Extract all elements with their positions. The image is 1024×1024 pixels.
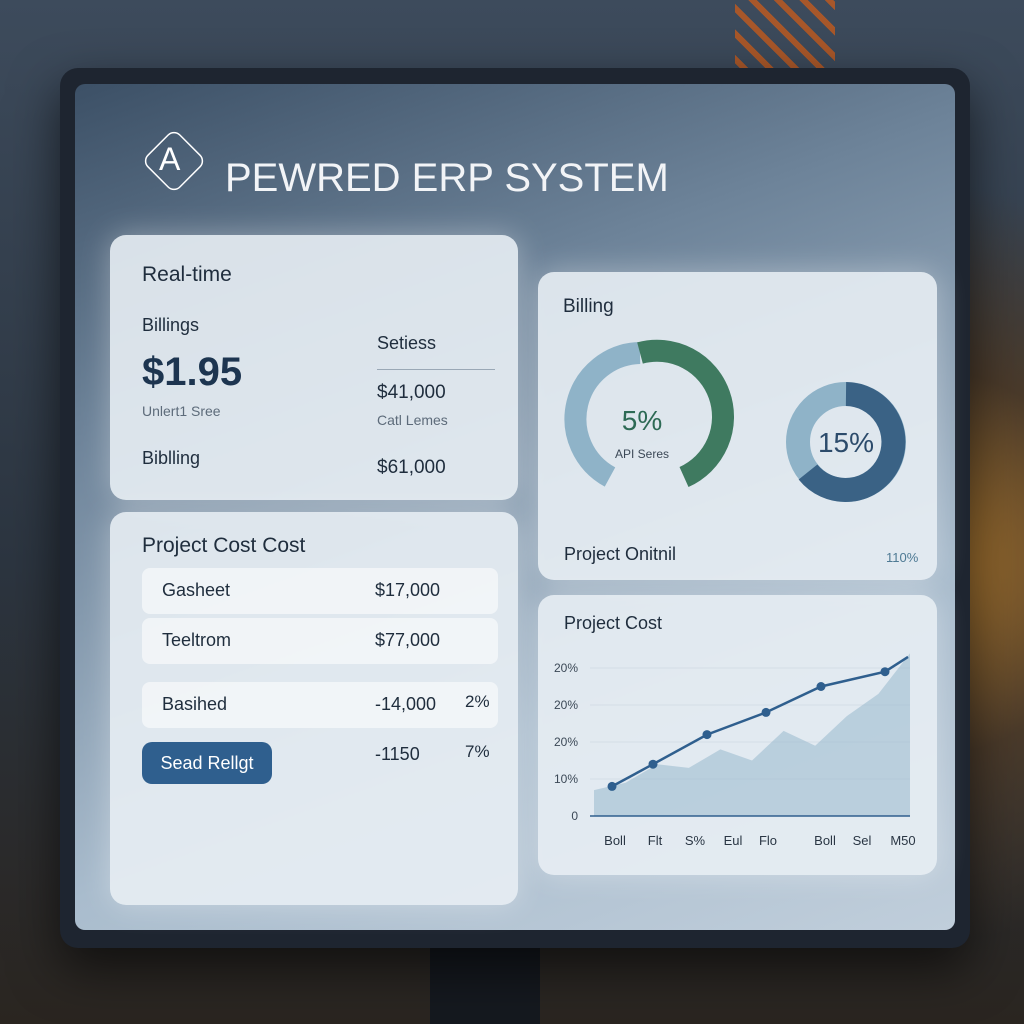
point [702,730,712,740]
button[interactable]: Sead Rellgt [142,742,272,784]
point [816,682,826,691]
row-name: Teeltrom [162,630,232,650]
row-amount: -1150 [375,744,420,764]
app-title: PEWRED ERP SYSTEM [225,156,669,200]
point [761,707,771,717]
label: Billings [142,315,200,335]
row-amount: -14,000 [375,694,437,714]
big-value: $1.95 [142,350,243,394]
point [607,781,617,791]
chart-title: Project Cost [564,613,662,633]
divider [377,369,495,370]
y-tick-label: 10% [554,772,578,786]
donut-label: 15% [818,427,874,458]
x-tick-label: Flo [759,833,777,848]
y-tick-label: 20% [554,735,578,749]
billing-panel: Billing 5% API Seres 15% Project Onitnil… [538,272,937,580]
panel-title: Real-time [142,263,232,286]
donut-fill [798,382,906,502]
row [142,618,498,664]
value: $61,000 [377,457,446,478]
area [594,653,910,816]
project-list-panel: Project Cost Cost Sead Rellgt Gasheet $17… [110,512,518,905]
stand [430,940,540,1024]
row [142,568,498,614]
note: Catl Lemes [377,412,448,428]
point [880,667,890,677]
logo-letter: A [159,141,181,177]
x-tick-label: Sel [853,833,872,848]
x-tick-label: M50 [890,833,915,848]
row-amount: $17,000 [375,580,441,600]
panel-title: Project Cost Cost [142,534,306,557]
y-tick-label: 20% [554,698,578,712]
realtime-panel: Real-time Billings $1.95 Unlert1 Sree Se… [110,235,518,500]
line-chart-panel: Project Cost 20% 20% 20% 10% 0 Boll Flt S% Eul Flo… [538,595,937,875]
row-amount: $77,000 [375,630,441,650]
donut-note: API Seres [615,447,669,461]
x-tick-label: Eul [724,833,743,848]
screen: A PEWRED ERP SYSTEM Real-time Billings $… [75,84,955,930]
x-tick-label: Boll [814,833,836,848]
value: $41,000 [377,382,446,403]
row-name: Gasheet [162,580,231,600]
row-name: Basihed [162,694,228,714]
row-percent: 7% [465,742,490,761]
line-chart: Project Cost 20% 20% 20% 10% 0 Boll Flt S% Eul Flo… [554,613,916,848]
y-tick-label: 0 [571,809,578,823]
row [142,682,498,728]
gauge-fill [637,339,734,488]
note: Unlert1 Sree [142,403,221,419]
x-tick-label: Boll [604,833,626,848]
footer-label: Project Onitnil [564,544,677,564]
footer-value: 110% [886,550,919,565]
donut-label: 5% [622,405,662,436]
panel-title: Billing [563,296,614,317]
row-percent: 2% [465,692,490,711]
label: Setiess [377,333,437,353]
donuts: 5% API Seres 15% [564,339,906,502]
gauge-track [564,342,641,487]
label: Biblling [142,448,201,468]
y-tick-label: 20% [554,661,578,675]
x-tick-label: S% [685,833,706,848]
x-tick-label: Flt [648,833,663,848]
point [648,759,658,769]
